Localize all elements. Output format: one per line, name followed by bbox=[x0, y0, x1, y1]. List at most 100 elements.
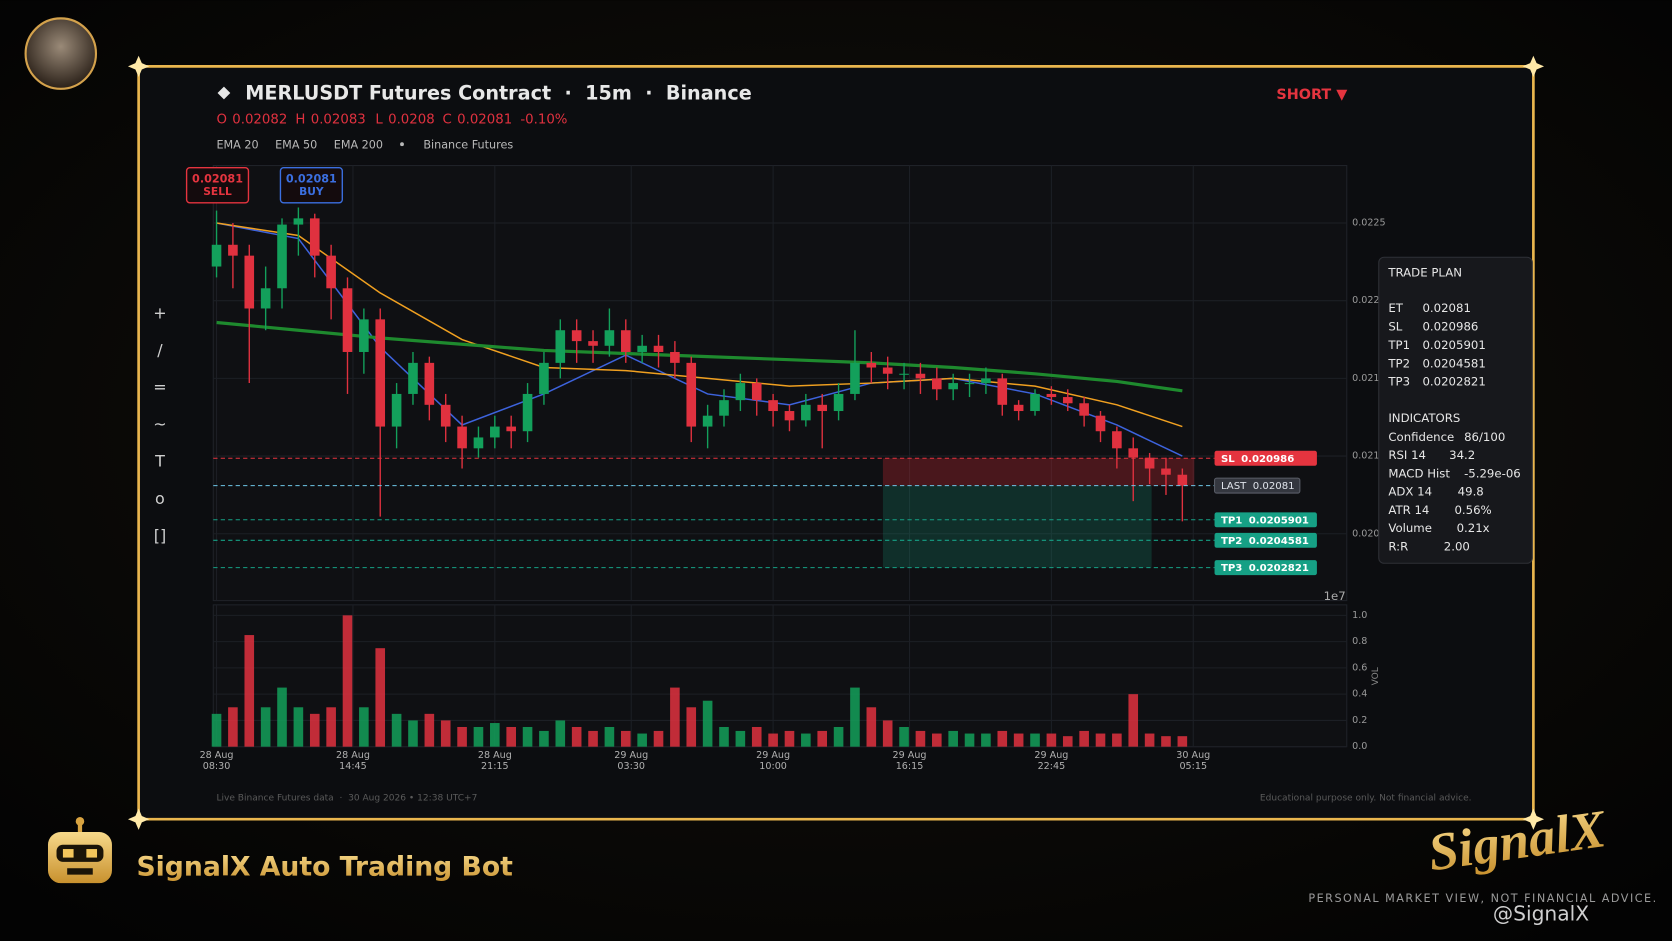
panel-heading: TRADE PLAN bbox=[1387, 266, 1462, 280]
x-tick-label: 29 Aug 22:45 bbox=[1034, 750, 1068, 772]
candle-body bbox=[915, 373, 926, 379]
level-label: SL 0.020986 bbox=[1221, 454, 1294, 465]
x-tick-time: 14:45 bbox=[339, 760, 367, 771]
x-tick-time: 05:15 bbox=[1179, 760, 1207, 771]
candle-body bbox=[326, 255, 336, 289]
ohlc-value: 0.02082 bbox=[232, 113, 287, 128]
tool-button[interactable]: = bbox=[153, 377, 166, 396]
plan-value: 0.020986 bbox=[1422, 319, 1478, 333]
volume-bar bbox=[686, 707, 697, 747]
x-tick-time: 21:15 bbox=[481, 760, 509, 771]
volume-bar bbox=[244, 635, 255, 747]
volume-tick-label: 0.2 bbox=[1352, 715, 1367, 726]
volume-bar bbox=[932, 733, 942, 747]
level-name: SL bbox=[1221, 454, 1235, 465]
volume-bar bbox=[473, 726, 484, 747]
quote-side[interactable]: SELL bbox=[203, 185, 232, 198]
candle-body bbox=[1128, 448, 1139, 458]
x-tick-time: 08:30 bbox=[203, 760, 231, 771]
volume-bar bbox=[801, 733, 811, 747]
quote-price[interactable]: 0.02081 bbox=[286, 172, 337, 185]
volume-bar bbox=[539, 730, 549, 747]
volume-bar bbox=[1144, 733, 1155, 747]
volume-bar bbox=[1013, 733, 1024, 747]
candle-body bbox=[293, 218, 304, 225]
volume-tick-label: 0.4 bbox=[1352, 689, 1367, 700]
volume-bar bbox=[817, 730, 828, 747]
candle-body bbox=[1030, 393, 1040, 412]
tool-button[interactable]: / bbox=[157, 340, 163, 359]
x-tick-label: 29 Aug 03:30 bbox=[614, 750, 648, 772]
candle-body bbox=[1161, 468, 1171, 475]
candle-body bbox=[620, 330, 631, 352]
volume-bar bbox=[375, 648, 386, 747]
indicator-value: 49.8 bbox=[1458, 485, 1484, 499]
x-tick-date: 30 Aug bbox=[1176, 750, 1210, 761]
candle-body bbox=[1013, 404, 1024, 412]
x-tick-date: 29 Aug bbox=[614, 750, 648, 761]
candle-body bbox=[506, 426, 516, 432]
quote-button[interactable] bbox=[279, 166, 343, 204]
quote-button[interactable] bbox=[185, 166, 250, 204]
candle-body bbox=[850, 362, 860, 394]
candle-body bbox=[1144, 457, 1155, 469]
volume-tick-label: 0.0 bbox=[1352, 741, 1367, 752]
signal[interactable]: SHORT ▼ bbox=[1276, 87, 1348, 103]
tagline: PERSONAL MARKET VIEW, NOT FINANCIAL ADVI… bbox=[1308, 892, 1657, 905]
candle-body bbox=[1046, 393, 1057, 398]
x-tick-label: 28 Aug 21:15 bbox=[478, 750, 512, 772]
candle-body bbox=[391, 393, 402, 427]
candle-body bbox=[1062, 397, 1073, 404]
volume-bar bbox=[981, 733, 991, 747]
volume-bar bbox=[899, 726, 909, 747]
candle-body bbox=[997, 378, 1008, 405]
tool-button[interactable]: T bbox=[154, 452, 165, 471]
volume-bar bbox=[702, 700, 713, 747]
quote-side[interactable]: BUY bbox=[299, 185, 324, 198]
x-tick-time: 16:15 bbox=[896, 760, 924, 771]
volume-bar bbox=[735, 730, 746, 747]
tool-button[interactable]: o bbox=[155, 489, 165, 508]
ohlc-label: L bbox=[375, 113, 383, 128]
legend-source: Binance Futures bbox=[423, 138, 513, 151]
level-label: TP3 0.0202821 bbox=[1221, 563, 1309, 574]
tool-button[interactable]: [] bbox=[154, 526, 166, 545]
tool-button[interactable]: ~ bbox=[153, 415, 166, 434]
candle-body bbox=[1177, 474, 1188, 486]
ohlc-label: O bbox=[216, 113, 226, 128]
tool-button[interactable]: + bbox=[153, 303, 166, 322]
candle-body bbox=[653, 345, 664, 352]
volume-bar bbox=[211, 713, 222, 747]
trade-plan-panel bbox=[1378, 256, 1533, 564]
candle-body bbox=[866, 362, 877, 368]
volume-bar bbox=[326, 707, 336, 747]
volume-bar bbox=[359, 707, 369, 747]
offset-label: 1e7 bbox=[1324, 589, 1346, 603]
quote-price[interactable]: 0.02081 bbox=[192, 172, 243, 185]
x-tick-label: 30 Aug 05:15 bbox=[1176, 750, 1210, 772]
price-pane bbox=[212, 164, 1348, 602]
candle-body bbox=[342, 288, 353, 352]
volume-bar bbox=[1046, 733, 1057, 747]
volume-bar bbox=[850, 687, 860, 747]
candle-body bbox=[784, 411, 795, 421]
ohlc-value: 0.02083 bbox=[311, 113, 366, 128]
change: -0.10% bbox=[520, 113, 567, 128]
volume-bar bbox=[964, 733, 975, 747]
indicator-value: 0.56% bbox=[1454, 503, 1491, 517]
volume-bar bbox=[948, 730, 958, 747]
volume-bar bbox=[457, 726, 467, 747]
legend-entry: EMA 20 bbox=[216, 138, 258, 151]
candle-body bbox=[375, 319, 386, 427]
volume-bar bbox=[604, 726, 615, 747]
volume-tick-label: 1.0 bbox=[1352, 610, 1367, 621]
volume-bar bbox=[670, 687, 680, 747]
level-name: TP2 bbox=[1221, 536, 1242, 547]
plan-label: TP1 bbox=[1387, 338, 1410, 352]
volume-bar bbox=[391, 713, 402, 747]
watermark: @SignalX bbox=[1493, 902, 1589, 926]
x-tick-date: 28 Aug bbox=[478, 750, 512, 761]
